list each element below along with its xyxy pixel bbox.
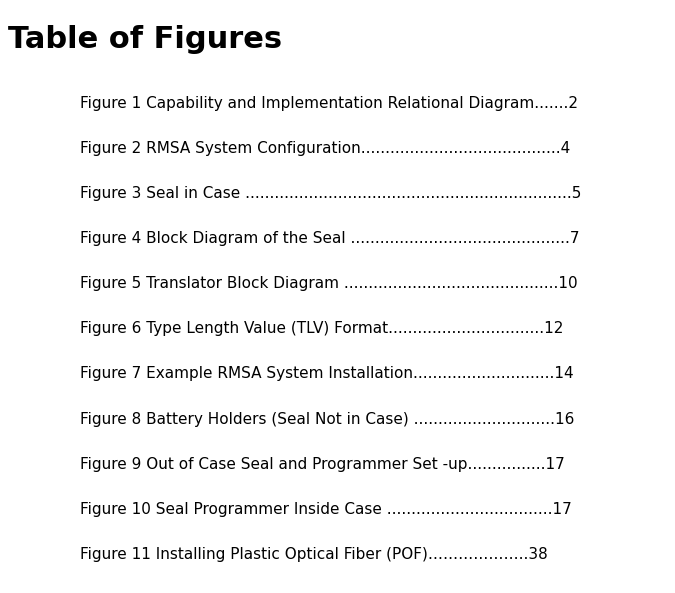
Text: Figure 1 Capability and Implementation Relational Diagram.......2: Figure 1 Capability and Implementation R…	[80, 96, 578, 111]
Text: Figure 4 Block Diagram of the Seal .............................................: Figure 4 Block Diagram of the Seal .....…	[80, 231, 579, 246]
Text: Figure 11 Installing Plastic Optical Fiber (POF)………………..38: Figure 11 Installing Plastic Optical Fib…	[80, 547, 547, 562]
Text: Figure 2 RMSA System Configuration.........................................4: Figure 2 RMSA System Configuration......…	[80, 141, 570, 156]
Text: Table of Figures: Table of Figures	[8, 25, 282, 54]
Text: Figure 7 Example RMSA System Installation.............................14: Figure 7 Example RMSA System Installatio…	[80, 366, 573, 381]
Text: Figure 3 Seal in Case ..........................................................: Figure 3 Seal in Case ..................…	[80, 186, 581, 201]
Text: Figure 10 Seal Programmer Inside Case ..................................17: Figure 10 Seal Programmer Inside Case ..…	[80, 502, 572, 517]
Text: Figure 5 Translator Block Diagram ............................................10: Figure 5 Translator Block Diagram ......…	[80, 276, 577, 291]
Text: Figure 9 Out of Case Seal and Programmer Set -up................17: Figure 9 Out of Case Seal and Programmer…	[80, 457, 564, 471]
Text: Figure 8 Battery Holders (Seal Not in Case) .............................16: Figure 8 Battery Holders (Seal Not in Ca…	[80, 412, 574, 426]
Text: Figure 6 Type Length Value (TLV) Format................................12: Figure 6 Type Length Value (TLV) Format.…	[80, 321, 563, 336]
